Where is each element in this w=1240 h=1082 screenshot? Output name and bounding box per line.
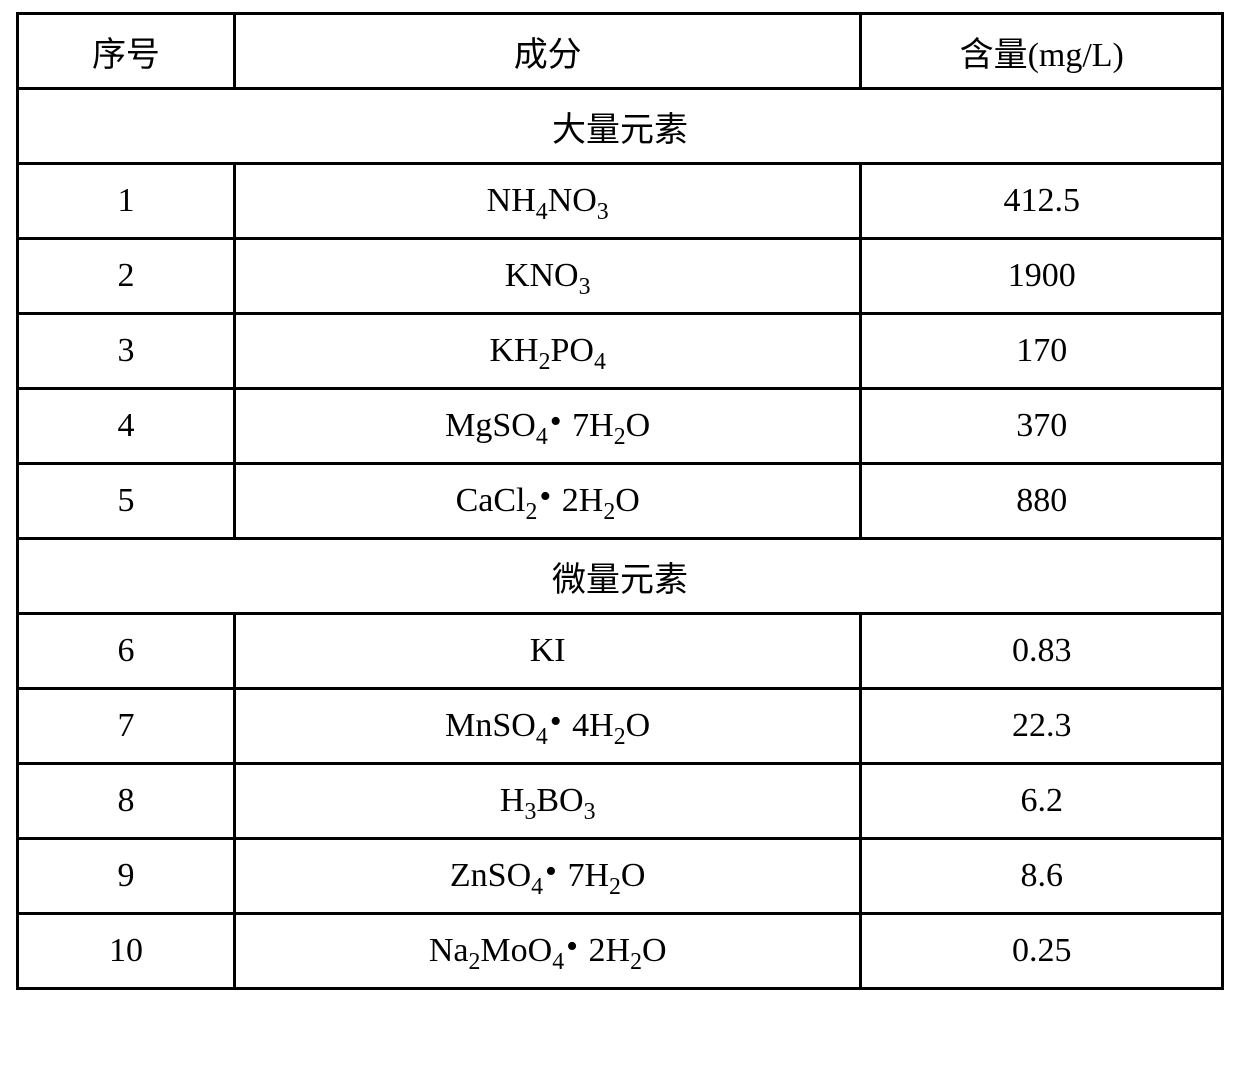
cell-component: MnSO4• 4H2O [234, 689, 861, 764]
table-row: 1NH4NO3412.5 [18, 164, 1223, 239]
cell-component: H3BO3 [234, 764, 861, 839]
cell-component: MgSO4• 7H2O [234, 389, 861, 464]
cell-amount: 0.83 [861, 614, 1223, 689]
cell-component: KI [234, 614, 861, 689]
table-row: 3KH2PO4170 [18, 314, 1223, 389]
table-row: 9ZnSO4• 7H2O8.6 [18, 839, 1223, 914]
composition-table: 序号 成分 含量(mg/L) 大量元素1NH4NO3412.52KNO31900… [16, 12, 1224, 990]
cell-index: 1 [18, 164, 235, 239]
table-row: 8H3BO36.2 [18, 764, 1223, 839]
cell-amount: 8.6 [861, 839, 1223, 914]
cell-index: 3 [18, 314, 235, 389]
cell-index: 8 [18, 764, 235, 839]
col-header-component: 成分 [234, 14, 861, 89]
cell-component: CaCl2• 2H2O [234, 464, 861, 539]
cell-component: NH4NO3 [234, 164, 861, 239]
cell-amount: 880 [861, 464, 1223, 539]
table-row: 10Na2MoO4• 2H2O0.25 [18, 914, 1223, 989]
cell-amount: 412.5 [861, 164, 1223, 239]
table-row: 2KNO31900 [18, 239, 1223, 314]
cell-index: 10 [18, 914, 235, 989]
cell-amount: 0.25 [861, 914, 1223, 989]
table-row: 4MgSO4• 7H2O370 [18, 389, 1223, 464]
cell-index: 9 [18, 839, 235, 914]
cell-index: 5 [18, 464, 235, 539]
cell-index: 7 [18, 689, 235, 764]
cell-index: 4 [18, 389, 235, 464]
cell-component: Na2MoO4• 2H2O [234, 914, 861, 989]
cell-amount: 170 [861, 314, 1223, 389]
cell-component: ZnSO4• 7H2O [234, 839, 861, 914]
table-row: 5CaCl2• 2H2O880 [18, 464, 1223, 539]
cell-index: 6 [18, 614, 235, 689]
cell-amount: 6.2 [861, 764, 1223, 839]
cell-component: KNO3 [234, 239, 861, 314]
table-header: 序号 成分 含量(mg/L) [18, 14, 1223, 89]
cell-component: KH2PO4 [234, 314, 861, 389]
col-header-index: 序号 [18, 14, 235, 89]
cell-index: 2 [18, 239, 235, 314]
table-row: 6KI0.83 [18, 614, 1223, 689]
cell-amount: 370 [861, 389, 1223, 464]
cell-amount: 1900 [861, 239, 1223, 314]
table-body: 大量元素1NH4NO3412.52KNO319003KH2PO41704MgSO… [18, 89, 1223, 989]
col-header-amount: 含量(mg/L) [861, 14, 1223, 89]
section-title: 大量元素 [18, 89, 1223, 164]
cell-amount: 22.3 [861, 689, 1223, 764]
section-title: 微量元素 [18, 539, 1223, 614]
table-row: 7MnSO4• 4H2O22.3 [18, 689, 1223, 764]
